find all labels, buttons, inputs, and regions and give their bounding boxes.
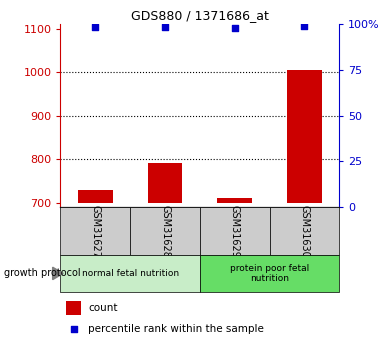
Point	[71, 326, 77, 332]
Text: normal fetal nutrition: normal fetal nutrition	[82, 269, 179, 278]
Point	[301, 23, 308, 29]
Text: GSM31629: GSM31629	[230, 205, 240, 258]
Bar	[200, 255, 339, 292]
Bar	[66, 301, 82, 315]
Bar	[78, 190, 113, 203]
Bar	[217, 198, 252, 203]
Bar	[200, 207, 269, 255]
Point	[232, 26, 238, 31]
Title: GDS880 / 1371686_at: GDS880 / 1371686_at	[131, 9, 269, 22]
Text: GSM31628: GSM31628	[160, 205, 170, 258]
Text: count: count	[88, 303, 118, 313]
Bar	[147, 164, 183, 203]
Text: percentile rank within the sample: percentile rank within the sample	[88, 324, 264, 334]
Point	[92, 24, 98, 30]
Bar	[130, 207, 200, 255]
Text: growth protocol: growth protocol	[4, 268, 80, 278]
Bar	[60, 255, 200, 292]
Point	[162, 24, 168, 30]
Bar	[269, 207, 339, 255]
Bar	[287, 70, 322, 203]
Text: GSM31630: GSM31630	[300, 205, 309, 257]
Text: GSM31627: GSM31627	[90, 205, 100, 258]
Text: protein poor fetal
nutrition: protein poor fetal nutrition	[230, 264, 309, 283]
Bar	[60, 207, 130, 255]
